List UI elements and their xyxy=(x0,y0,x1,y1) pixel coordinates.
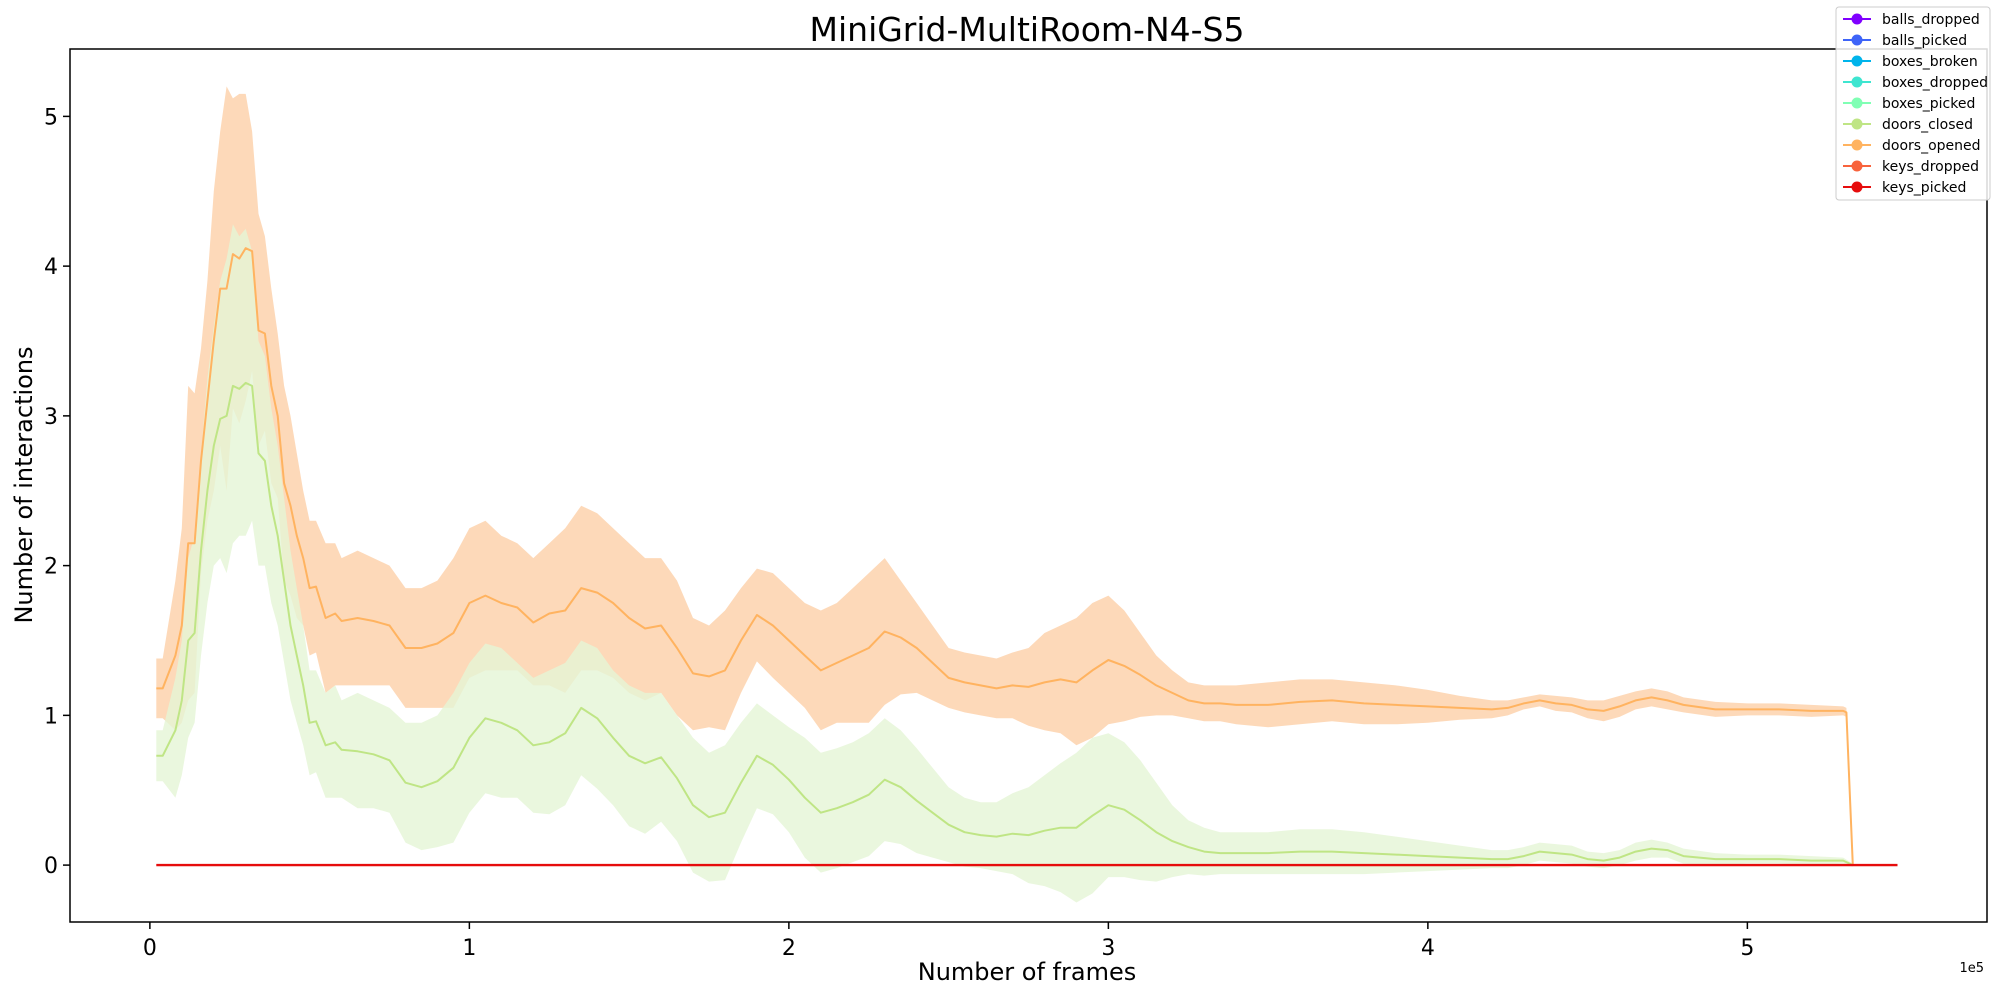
legend: balls_dropped balls_picked boxes_brokenbox… xyxy=(1835,6,1991,201)
x-tick-label: 1 xyxy=(462,936,476,961)
legend-marker-swatch xyxy=(1851,118,1863,130)
y-tick-label: 2 xyxy=(44,555,58,580)
y-tick-label: 3 xyxy=(44,405,58,430)
legend-marker-swatch xyxy=(1851,97,1863,109)
legend-label: keys_picked xyxy=(1882,180,1966,196)
legend-marker-swatch xyxy=(1851,55,1863,67)
legend-label: doors_closed xyxy=(1882,117,1973,133)
legend-item-keys-dropped: keys_dropped xyxy=(1843,159,1979,175)
legend-label: balls_picked xyxy=(1882,33,1967,49)
y-axis-label: Number of interactions xyxy=(10,346,38,623)
legend-item-balls-picked: balls_picked xyxy=(1843,33,1967,49)
x-tick-label: 0 xyxy=(143,936,157,961)
legend-marker-swatch xyxy=(1851,139,1863,151)
legend-item-doors-opened: doors_opened xyxy=(1843,138,1981,154)
x-axis-label: Number of frames xyxy=(918,958,1136,986)
x-tick-label: 3 xyxy=(1101,936,1115,961)
series-lines xyxy=(156,247,1898,867)
y-tick-label: 4 xyxy=(44,255,58,280)
legend-label: balls_dropped xyxy=(1882,12,1980,28)
band-doors-closed xyxy=(156,224,1853,903)
y-tick-label: 1 xyxy=(44,704,58,729)
x-tick-label: 2 xyxy=(782,936,796,961)
line-doors-closed xyxy=(156,381,1854,867)
legend-items: balls_dropped balls_picked boxes_brokenbox… xyxy=(1843,12,1988,196)
y-axis-ticks: 0 1 2 3 4 5 xyxy=(44,105,70,879)
x-tick-label: 4 xyxy=(1421,936,1435,961)
legend-marker-swatch xyxy=(1851,34,1863,46)
legend-marker-swatch xyxy=(1851,13,1863,25)
legend-label: boxes_picked xyxy=(1882,96,1975,112)
legend-marker-swatch xyxy=(1851,76,1863,88)
legend-item-boxes-picked: boxes_picked xyxy=(1843,96,1975,112)
legend-item-boxes-broken: boxes_broken xyxy=(1843,54,1978,70)
legend-item-boxes-dropped: boxes_dropped xyxy=(1843,75,1988,91)
x-axis-ticks: 0 1 2 3 4 5 xyxy=(143,922,1754,961)
legend-label: boxes_dropped xyxy=(1882,75,1988,91)
x-axis-offset-label: 1e5 xyxy=(1959,961,1984,976)
legend-item-balls-dropped: balls_dropped xyxy=(1843,12,1980,28)
line-doors-opened xyxy=(156,247,1854,866)
chart-title: MiniGrid-MultiRoom-N4-S5 xyxy=(810,10,1245,49)
legend-label: boxes_broken xyxy=(1882,54,1978,70)
legend-marker-swatch xyxy=(1851,160,1863,172)
confidence-bands xyxy=(156,86,1853,903)
legend-label: keys_dropped xyxy=(1882,159,1979,175)
plot-area-frame xyxy=(69,48,1988,923)
y-tick-label: 0 xyxy=(44,854,58,879)
y-tick-label: 5 xyxy=(44,105,58,130)
x-tick-label: 5 xyxy=(1740,936,1754,961)
legend-item-doors-closed: doors_closed xyxy=(1843,117,1973,133)
legend-marker-swatch xyxy=(1851,181,1863,193)
legend-box xyxy=(1835,6,1991,201)
legend-item-keys-picked: keys_picked xyxy=(1843,180,1966,196)
legend-label: doors_opened xyxy=(1882,138,1981,154)
